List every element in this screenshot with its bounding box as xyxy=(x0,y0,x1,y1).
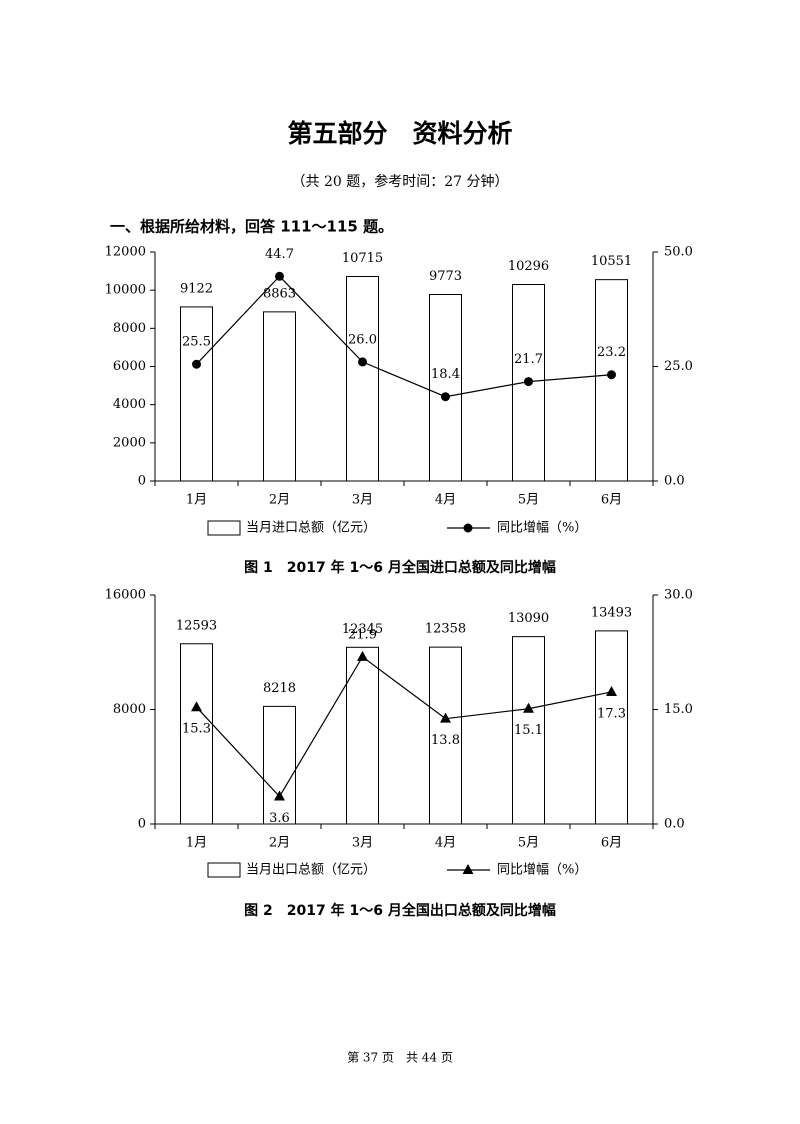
y-tick-label: 16000 xyxy=(105,588,146,603)
legend-marker xyxy=(463,523,473,533)
y-tick-label: 6000 xyxy=(113,359,146,374)
x-tick-label: 4月 xyxy=(435,493,456,508)
x-tick-label: 6月 xyxy=(601,836,622,851)
bar-label: 10551 xyxy=(591,254,632,269)
legend-label: 当月进口总额（亿元） xyxy=(246,521,376,536)
bar-label: 13493 xyxy=(591,605,632,620)
x-tick-label: 2月 xyxy=(269,493,290,508)
x-tick-label: 4月 xyxy=(435,836,456,851)
rate-label: 18.4 xyxy=(431,367,460,382)
x-tick-label: 1月 xyxy=(186,836,207,851)
legend-label: 当月出口总额（亿元） xyxy=(246,863,376,878)
x-tick-label: 5月 xyxy=(518,836,539,851)
bar-label: 10715 xyxy=(342,251,383,266)
legend-label: 同比增幅（%） xyxy=(497,863,587,878)
bar-label: 8863 xyxy=(263,286,296,301)
x-tick-label: 3月 xyxy=(352,836,373,851)
legend-label: 同比增幅（%） xyxy=(497,521,587,536)
bar-label: 12358 xyxy=(425,622,466,637)
axis-frame xyxy=(154,252,654,482)
bar-label: 12593 xyxy=(176,618,217,633)
y-tick-label: 8000 xyxy=(113,321,146,336)
y2-tick-label: 15.0 xyxy=(664,702,693,717)
axis-frame xyxy=(154,595,654,825)
y2-tick-label: 50.0 xyxy=(664,245,693,260)
y-tick-label: 12000 xyxy=(105,245,146,260)
y2-tick-label: 25.0 xyxy=(664,359,693,374)
bar xyxy=(180,306,213,482)
rate-label: 25.5 xyxy=(182,335,211,350)
rate-line xyxy=(196,655,612,798)
bar xyxy=(346,646,379,825)
rate-label: 3.6 xyxy=(269,811,290,826)
line-marker xyxy=(523,702,534,713)
y2-tick-label: 30.0 xyxy=(664,588,693,603)
bar xyxy=(180,643,213,825)
x-tick-label: 2月 xyxy=(269,836,290,851)
y-tick-label: 0 xyxy=(138,474,146,489)
page-footer: 第 37 页 共 44 页 xyxy=(347,1051,453,1065)
chart-caption: 图 1 2017 年 1～6 月全国进口总额及同比增幅 xyxy=(244,559,556,576)
legend-marker xyxy=(462,864,474,874)
bar xyxy=(595,630,628,825)
x-tick-label: 6月 xyxy=(601,493,622,508)
bar-label: 13090 xyxy=(508,611,549,626)
rate-label: 15.1 xyxy=(514,723,543,738)
bar-label: 8218 xyxy=(263,681,296,696)
y-tick-label: 10000 xyxy=(105,283,146,298)
rate-label: 26.0 xyxy=(348,332,377,347)
line-marker xyxy=(606,685,617,696)
bar xyxy=(429,293,462,482)
bar xyxy=(512,636,545,825)
line-marker xyxy=(357,650,368,661)
rate-line xyxy=(196,275,612,398)
line-marker xyxy=(441,392,450,402)
rate-label: 17.3 xyxy=(597,706,626,721)
bar-label: 9773 xyxy=(429,269,462,284)
bar-label: 10296 xyxy=(508,259,549,274)
line-marker xyxy=(607,370,616,380)
line-marker xyxy=(274,790,285,801)
bar xyxy=(429,646,462,825)
rate-label: 21.9 xyxy=(348,627,377,642)
legend-swatch xyxy=(207,862,241,878)
bar xyxy=(346,276,379,482)
bar-label: 12345 xyxy=(342,622,383,637)
bar xyxy=(263,705,296,825)
rate-label: 44.7 xyxy=(265,247,294,262)
line-marker xyxy=(275,271,284,281)
section-heading: 一、根据所给材料，回答 111～115 题。 xyxy=(110,218,393,236)
bar xyxy=(263,311,296,482)
x-tick-label: 5月 xyxy=(518,493,539,508)
rate-label: 21.7 xyxy=(514,352,543,367)
y-tick-label: 8000 xyxy=(113,702,146,717)
x-tick-label: 1月 xyxy=(186,493,207,508)
page-title: 第五部分 资料分析 xyxy=(287,119,512,148)
x-tick-label: 3月 xyxy=(352,493,373,508)
y-tick-label: 0 xyxy=(138,817,146,832)
legend-swatch xyxy=(207,520,241,536)
y-tick-label: 2000 xyxy=(113,435,146,450)
y2-tick-label: 0.0 xyxy=(664,817,685,832)
y2-tick-label: 0.0 xyxy=(664,474,685,489)
y-tick-label: 4000 xyxy=(113,397,146,412)
bar xyxy=(595,279,628,482)
rate-label: 15.3 xyxy=(182,722,211,737)
line-marker xyxy=(191,701,202,712)
bar-label: 9122 xyxy=(180,281,213,296)
line-marker xyxy=(440,712,451,723)
rate-label: 13.8 xyxy=(431,733,460,748)
rate-label: 23.2 xyxy=(597,345,626,360)
line-marker xyxy=(358,357,367,367)
page-subtitle: （共 20 题，参考时间：27 分钟） xyxy=(292,173,509,190)
line-marker xyxy=(192,359,201,369)
chart-caption: 图 2 2017 年 1～6 月全国出口总额及同比增幅 xyxy=(244,902,556,919)
line-marker xyxy=(524,377,533,387)
